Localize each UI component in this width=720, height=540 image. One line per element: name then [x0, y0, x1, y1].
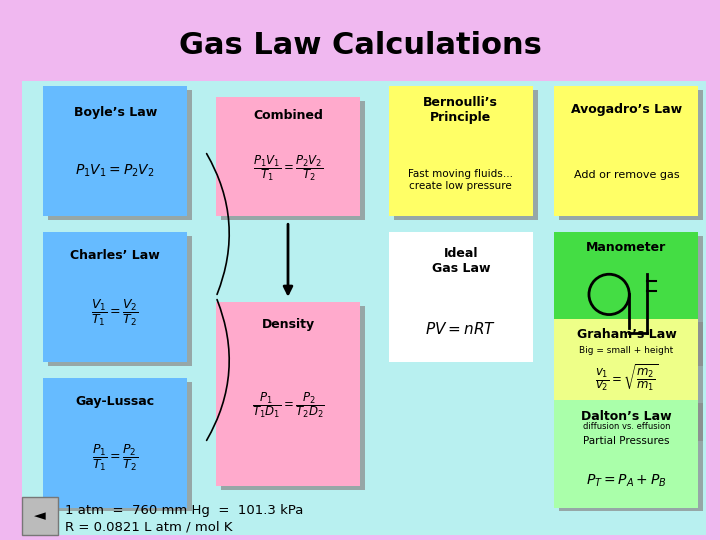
Text: diffusion vs. effusion: diffusion vs. effusion — [582, 422, 670, 431]
Text: ◄: ◄ — [34, 508, 45, 523]
Bar — [554, 232, 698, 362]
Text: Graham’s Law: Graham’s Law — [577, 328, 676, 341]
Bar — [554, 319, 698, 437]
Bar — [43, 378, 187, 508]
Bar — [389, 232, 533, 362]
Text: Ideal
Gas Law: Ideal Gas Law — [431, 247, 490, 275]
Bar — [48, 90, 192, 220]
Bar — [48, 382, 192, 511]
Bar — [43, 86, 187, 216]
Text: Charles’ Law: Charles’ Law — [71, 249, 160, 262]
Text: R = 0.0821 L atm / mol K: R = 0.0821 L atm / mol K — [65, 520, 233, 533]
Bar — [559, 236, 703, 366]
Bar — [559, 322, 703, 441]
Bar — [221, 101, 365, 220]
Text: $PV = nRT$: $PV = nRT$ — [426, 321, 496, 338]
Text: Avogadro’s Law: Avogadro’s Law — [571, 103, 682, 116]
Text: 1 atm  =  760 mm Hg  =  101.3 kPa: 1 atm = 760 mm Hg = 101.3 kPa — [65, 504, 303, 517]
Text: $\dfrac{V_1}{T_1} = \dfrac{V_2}{T_2}$: $\dfrac{V_1}{T_1} = \dfrac{V_2}{T_2}$ — [91, 298, 139, 328]
Bar — [559, 403, 703, 511]
Text: $\dfrac{P_1}{T_1} = \dfrac{P_2}{T_2}$: $\dfrac{P_1}{T_1} = \dfrac{P_2}{T_2}$ — [92, 443, 138, 474]
Bar — [559, 90, 703, 220]
Text: Add or remove gas: Add or remove gas — [574, 170, 679, 179]
Text: $P_1V_1 = P_2V_2$: $P_1V_1 = P_2V_2$ — [76, 163, 155, 179]
Text: $P_T = P_A + P_B$: $P_T = P_A + P_B$ — [586, 472, 667, 489]
Text: $\dfrac{P_1V_1}{T_1} = \dfrac{P_2V_2}{T_2}$: $\dfrac{P_1V_1}{T_1} = \dfrac{P_2V_2}{T_… — [253, 153, 323, 184]
Bar — [221, 306, 365, 490]
Bar — [22, 81, 706, 535]
Text: $\dfrac{v_1}{v_2} = \sqrt{\dfrac{m_2}{m_1}}$: $\dfrac{v_1}{v_2} = \sqrt{\dfrac{m_2}{m_… — [595, 363, 658, 393]
Text: Fast moving fluids…
create low pressure: Fast moving fluids… create low pressure — [408, 169, 513, 191]
Bar — [216, 302, 360, 486]
Text: Manometer: Manometer — [586, 241, 667, 254]
Bar — [48, 236, 192, 366]
Text: Density: Density — [261, 318, 315, 331]
Text: $\dfrac{P_1}{T_1D_1} = \dfrac{P_2}{T_2D_2}$: $\dfrac{P_1}{T_1D_1} = \dfrac{P_2}{T_2D_… — [252, 390, 324, 420]
Text: Boyle’s Law: Boyle’s Law — [73, 106, 157, 119]
Bar — [554, 86, 698, 216]
Text: Gay-Lussac: Gay-Lussac — [76, 395, 155, 408]
Text: Partial Pressures: Partial Pressures — [583, 436, 670, 446]
Bar — [22, 497, 58, 535]
Bar — [394, 90, 538, 220]
Bar — [43, 232, 187, 362]
Bar — [554, 400, 698, 508]
Text: Combined: Combined — [253, 109, 323, 122]
Text: Dalton’s Law: Dalton’s Law — [581, 410, 672, 423]
Text: Bernoulli’s
Principle: Bernoulli’s Principle — [423, 96, 498, 124]
Bar — [216, 97, 360, 216]
Bar — [389, 86, 533, 216]
Text: Gas Law Calculations: Gas Law Calculations — [179, 31, 541, 60]
Text: Big = small + height: Big = small + height — [580, 346, 673, 355]
